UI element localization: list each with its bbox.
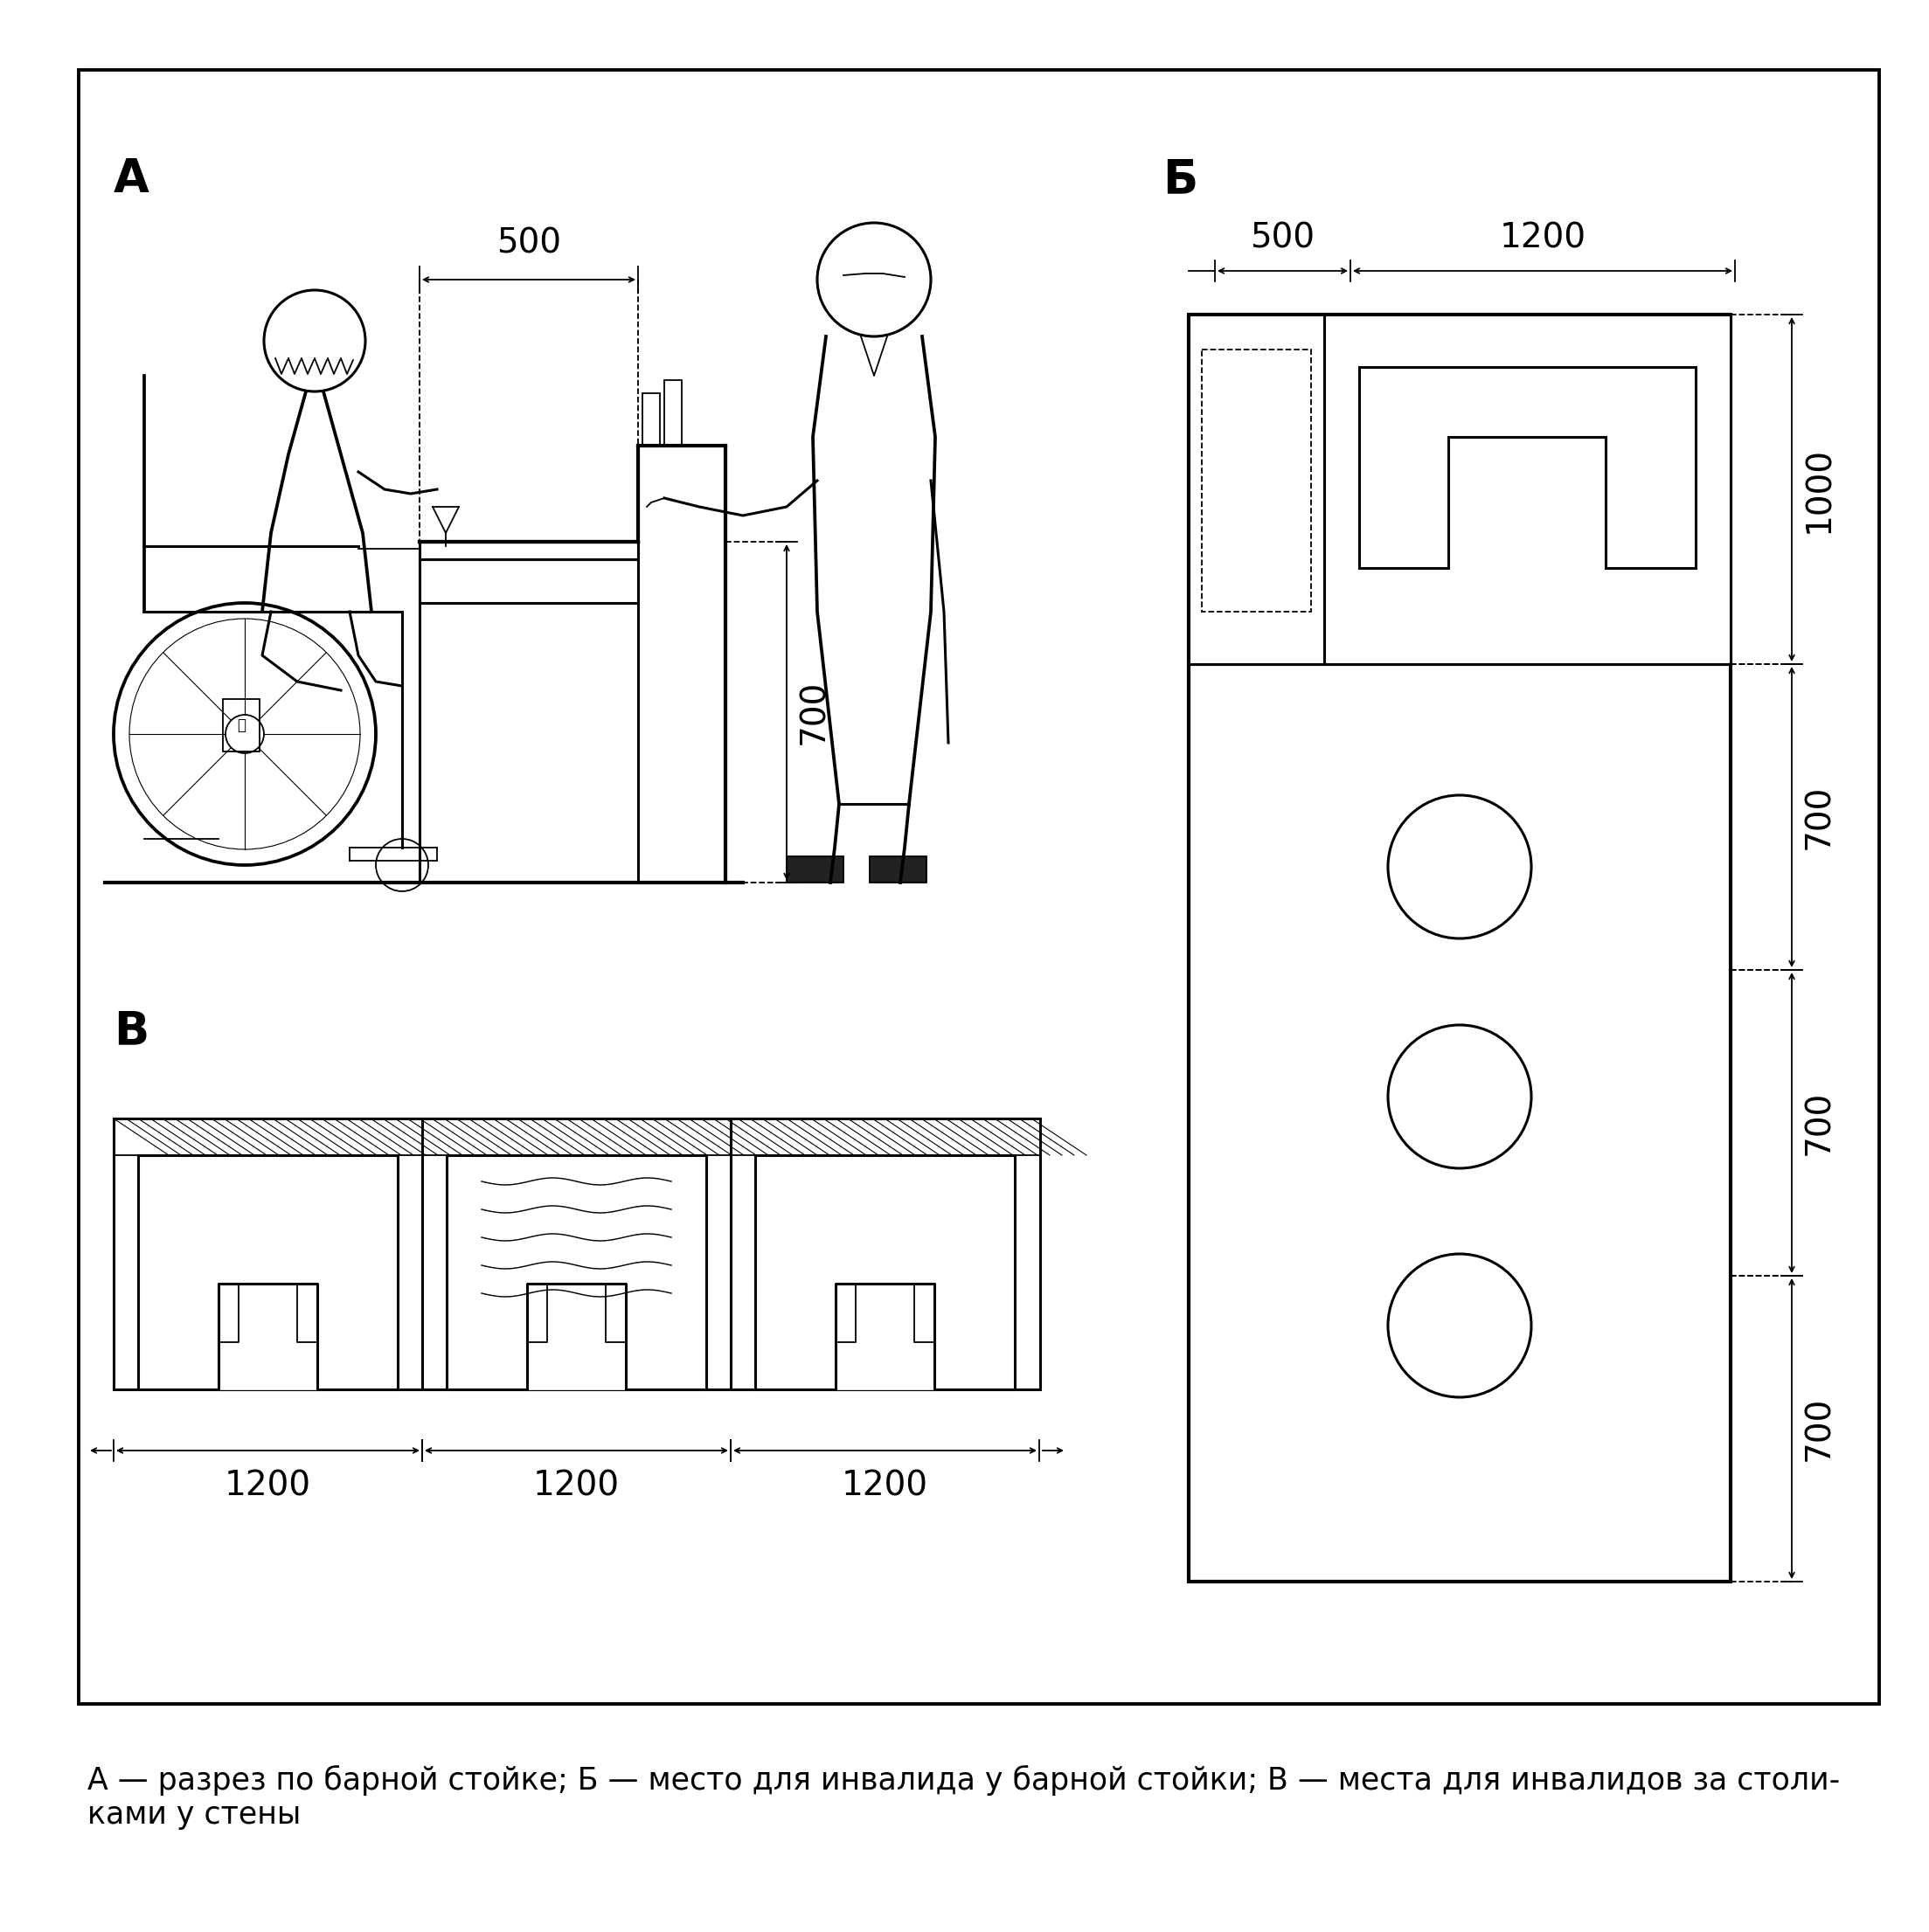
Bar xyxy=(1202,350,1312,612)
Text: 700: 700 xyxy=(797,680,829,744)
Text: 500: 500 xyxy=(496,228,561,261)
Bar xyxy=(419,541,638,558)
Bar xyxy=(218,1285,316,1389)
Bar xyxy=(114,1119,1040,1389)
Text: 1200: 1200 xyxy=(224,1470,311,1503)
Bar xyxy=(224,699,260,752)
Bar xyxy=(642,394,660,446)
Bar xyxy=(448,1155,706,1389)
Text: А — разрез по барной стойке; Б — место для инвалида у барной стойки; В — места д: А — разрез по барной стойке; Б — место д… xyxy=(87,1766,1840,1830)
Bar xyxy=(835,1285,934,1389)
Bar xyxy=(1323,315,1730,665)
Bar xyxy=(1188,315,1730,1582)
Bar xyxy=(870,856,926,883)
Bar xyxy=(527,1285,625,1389)
Text: 700: 700 xyxy=(1802,1090,1836,1155)
Text: 500: 500 xyxy=(1250,222,1316,255)
Bar xyxy=(638,446,725,883)
Text: В: В xyxy=(114,1009,149,1053)
Text: 1000: 1000 xyxy=(1802,446,1836,533)
Text: 700: 700 xyxy=(1802,1397,1836,1461)
Bar xyxy=(664,381,681,446)
Text: 1200: 1200 xyxy=(841,1470,928,1503)
Bar xyxy=(419,558,638,603)
Bar xyxy=(754,1155,1015,1389)
Text: А: А xyxy=(114,156,149,201)
Text: 1200: 1200 xyxy=(532,1470,619,1503)
Text: 700: 700 xyxy=(1802,784,1836,850)
Bar xyxy=(1188,315,1323,665)
Text: 1200: 1200 xyxy=(1499,222,1586,255)
Text: ⓔ: ⓔ xyxy=(237,717,245,732)
Bar xyxy=(139,1155,397,1389)
Bar xyxy=(787,856,843,883)
Bar xyxy=(79,70,1879,1704)
Polygon shape xyxy=(1360,367,1696,568)
Text: Б: Б xyxy=(1163,156,1198,201)
Bar xyxy=(114,1119,1040,1155)
